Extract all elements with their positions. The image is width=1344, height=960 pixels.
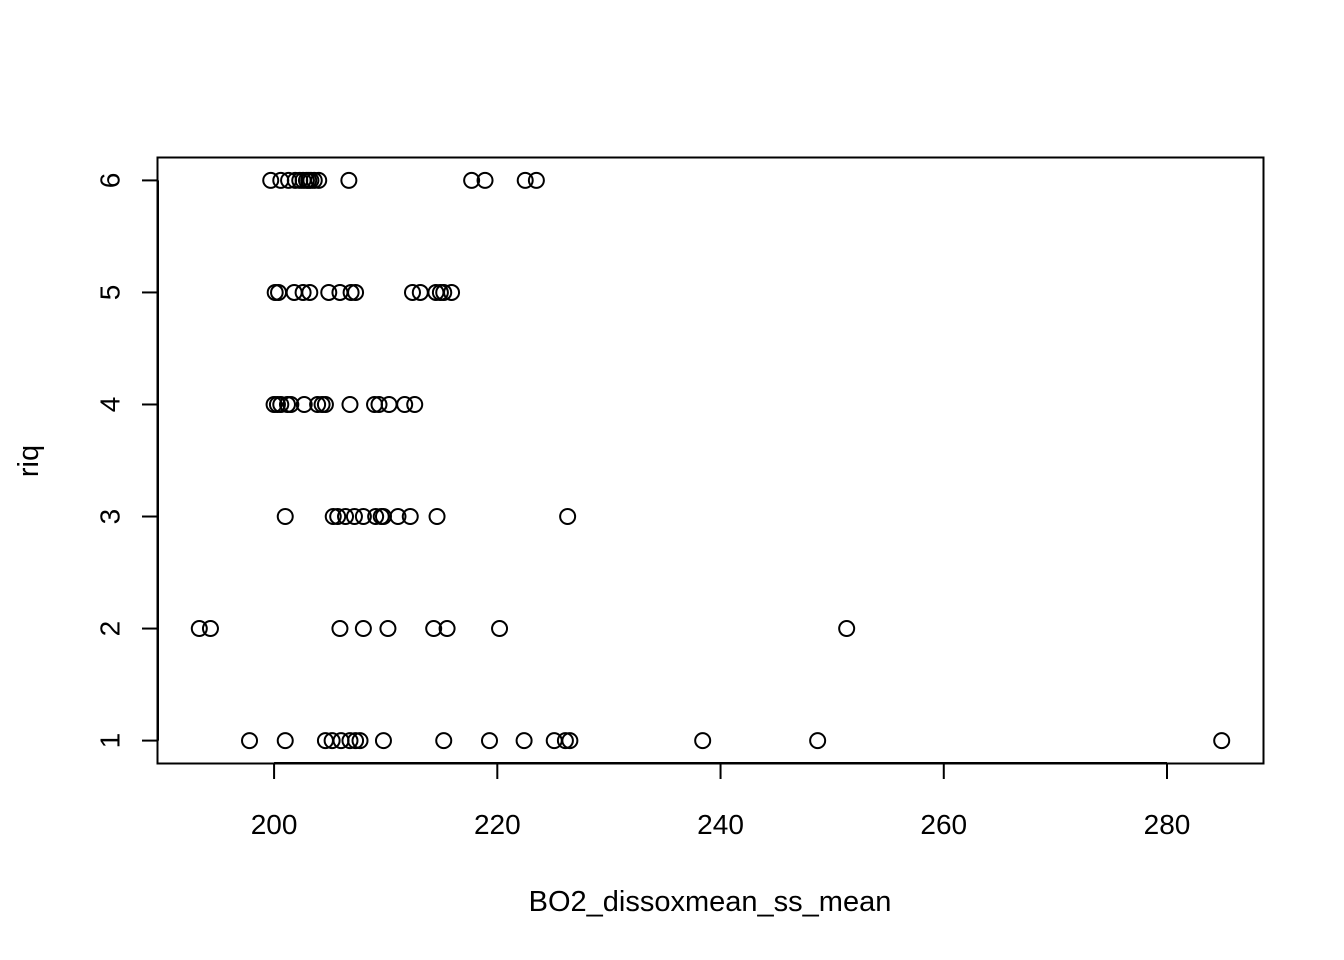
- data-point: [403, 283, 421, 301]
- data-point: [301, 283, 319, 301]
- data-point: [305, 171, 323, 189]
- data-point: [425, 620, 443, 638]
- data-point: [345, 508, 363, 526]
- data-point: [323, 732, 341, 750]
- data-point: [241, 732, 259, 750]
- data-point: [190, 620, 208, 638]
- data-point: [347, 732, 365, 750]
- x-tick-label: 200: [251, 809, 298, 840]
- data-point: [310, 171, 328, 189]
- data-point: [527, 171, 545, 189]
- data-point: [561, 732, 579, 750]
- data-point: [556, 732, 574, 750]
- data-point: [276, 508, 294, 526]
- y-axis-label: riq: [13, 445, 45, 477]
- data-point: [380, 395, 398, 413]
- y-tick-label: 5: [95, 285, 126, 301]
- data-point: [443, 283, 461, 301]
- data-point: [201, 620, 219, 638]
- data-point: [270, 283, 288, 301]
- data-point: [329, 508, 347, 526]
- x-tick-label: 280: [1144, 809, 1191, 840]
- data-point: [294, 283, 312, 301]
- data-point: [435, 732, 453, 750]
- data-point: [374, 732, 392, 750]
- x-tick-label: 240: [697, 809, 744, 840]
- data-point: [428, 508, 446, 526]
- data-points: [190, 171, 1231, 750]
- data-point: [481, 732, 498, 750]
- y-axis: 1 2 3 4 5 6: [95, 173, 159, 749]
- data-point: [367, 508, 385, 526]
- data-point: [354, 620, 372, 638]
- data-point: [262, 171, 280, 189]
- data-point: [272, 395, 290, 413]
- data-point: [342, 283, 360, 301]
- data-point: [285, 283, 303, 301]
- y-tick-label: 6: [95, 173, 126, 189]
- data-point: [282, 395, 300, 413]
- x-axis-label: BO2_dissoxmean_ss_mean: [529, 886, 892, 918]
- data-point: [491, 620, 509, 638]
- x-tick-label: 260: [920, 809, 967, 840]
- data-point: [406, 395, 424, 413]
- y-tick-label: 3: [95, 509, 126, 525]
- data-point: [295, 395, 313, 413]
- data-point: [331, 620, 349, 638]
- data-point: [341, 732, 359, 750]
- data-point: [370, 395, 388, 413]
- data-point: [694, 732, 712, 750]
- data-point: [438, 620, 456, 638]
- data-point: [1213, 732, 1231, 750]
- data-point: [347, 283, 365, 301]
- data-point: [838, 620, 856, 638]
- data-point: [515, 732, 533, 750]
- data-point: [476, 171, 494, 189]
- data-point: [809, 732, 827, 750]
- data-point: [276, 732, 294, 750]
- data-point: [396, 395, 414, 413]
- x-tick-label: 220: [474, 809, 521, 840]
- data-point: [559, 508, 577, 526]
- y-tick-label: 2: [95, 621, 126, 637]
- data-point: [463, 171, 481, 189]
- data-point: [266, 283, 284, 301]
- plot-frame: [156, 156, 1265, 765]
- data-point: [516, 171, 534, 189]
- y-tick-label: 4: [95, 397, 126, 413]
- data-point: [401, 508, 419, 526]
- data-point: [435, 283, 453, 301]
- data-point: [340, 171, 358, 189]
- data-point: [351, 732, 369, 750]
- data-point: [389, 508, 407, 526]
- y-tick-label: 1: [95, 733, 126, 749]
- data-point: [332, 732, 350, 750]
- data-point: [379, 620, 397, 638]
- data-point: [309, 395, 327, 413]
- data-point: [320, 283, 338, 301]
- data-point: [354, 508, 372, 526]
- x-axis: 200 220 240 260 280: [251, 762, 1191, 840]
- data-point: [316, 395, 334, 413]
- data-point: [337, 508, 355, 526]
- data-point: [324, 508, 342, 526]
- data-point: [341, 395, 359, 413]
